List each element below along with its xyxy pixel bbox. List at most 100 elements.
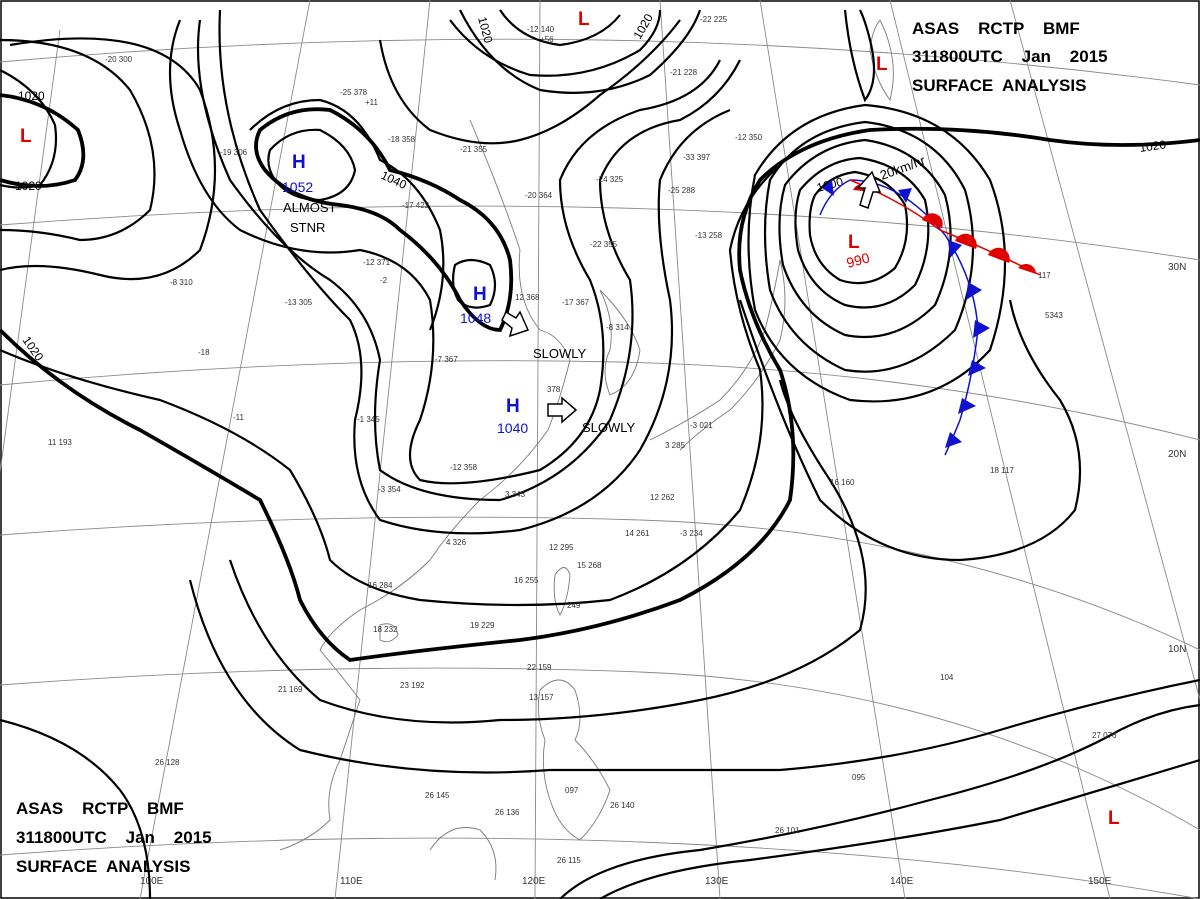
warm-front-line — [849, 179, 1041, 276]
station-plot: -17 422 — [402, 201, 430, 210]
meridian-90e — [0, 29, 61, 476]
lon-label-120e: 120E — [522, 876, 546, 887]
station-plot: 21 169 — [278, 685, 303, 694]
meridian-100e — [139, 0, 311, 899]
station-plot: 097 — [565, 786, 579, 795]
high-value: 1052 — [282, 179, 313, 195]
station-plot: -2 — [380, 276, 388, 285]
low-letter: L — [1108, 808, 1120, 829]
low-letter: L — [578, 9, 590, 30]
station-plot: +11 — [365, 98, 379, 107]
coast-sakhalin — [869, 19, 894, 102]
isobar — [559, 703, 1200, 899]
coast-korea — [599, 289, 641, 396]
station-plot: -8 310 — [170, 278, 193, 287]
isobar — [188, 579, 1200, 774]
station-plot: 104 — [940, 673, 954, 682]
station-plot: -22 225 — [700, 15, 728, 24]
isobar — [267, 128, 357, 202]
title-line-station: ASAS RCTP BMF — [912, 19, 1080, 38]
isobar — [843, 9, 876, 103]
cold-front-triangle — [968, 360, 986, 376]
station-plot: 18 117 — [990, 466, 1014, 475]
warm-front-semicircle — [1018, 264, 1036, 274]
cold-front-triangle — [898, 188, 912, 203]
lat-label-30n: 30N — [1168, 262, 1186, 273]
isobar-label: 1020 — [15, 179, 42, 193]
station-plot: 3 343 — [505, 490, 526, 499]
isobar — [168, 19, 721, 485]
station-plot: -8 314 — [606, 323, 629, 332]
cold-front-triangle — [966, 282, 982, 300]
low-letter: L — [848, 232, 860, 253]
isobar — [0, 164, 781, 607]
station-plot: 15 268 — [577, 561, 602, 570]
low-letter: L — [20, 126, 32, 147]
almost-stnr-label-line2: STNR — [290, 220, 325, 235]
station-plot: -12 358 — [450, 463, 478, 472]
station-plot: 4 326 — [446, 538, 467, 547]
station-plot: 12 368 — [515, 293, 540, 302]
station-plot: 378 — [547, 385, 561, 394]
lon-label-150e: 150E — [1088, 876, 1112, 887]
station-plot: +56 — [540, 35, 554, 44]
cold-front-triangle — [958, 398, 976, 414]
station-plot: 26 101 — [775, 826, 800, 835]
isobar — [599, 758, 1200, 899]
station-plot: -13 305 — [285, 298, 313, 307]
isobar — [0, 38, 156, 242]
title-line-type: SURFACE ANALYSIS — [912, 76, 1086, 95]
station-plot: 27 076 — [1092, 731, 1117, 740]
station-plot: -12 350 — [735, 133, 763, 142]
station-plot: 12 262 — [650, 493, 675, 502]
meridian-150e — [889, 0, 1111, 899]
station-plot: 12 295 — [549, 543, 574, 552]
station-plot: -3 021 — [690, 421, 713, 430]
isobar — [0, 69, 58, 189]
station-plot: -21 355 — [460, 145, 488, 154]
station-plot: -24 325 — [596, 175, 624, 184]
meridian-130e — [659, 0, 721, 899]
station-plot: -20 364 — [525, 191, 553, 200]
station-plot: 5343 — [1045, 311, 1063, 320]
station-plot: -25 288 — [668, 186, 696, 195]
coastlines — [279, 19, 894, 881]
isobar — [249, 98, 445, 331]
isobar-1020-west — [0, 93, 86, 188]
parallel-10s — [0, 837, 1200, 899]
isobar — [747, 103, 1007, 403]
lat-label-10n: 10N — [1168, 644, 1186, 655]
station-plot: -13 258 — [695, 231, 723, 240]
station-plot: -19 306 — [220, 148, 248, 157]
station-plots: -12 140 +56 -20 300 -25 378 +11 -18 358 … — [48, 15, 1117, 865]
station-plot: -21 228 — [670, 68, 698, 77]
parallel-40n — [0, 38, 1200, 86]
isobar-label: 1020 — [630, 11, 656, 41]
station-plot: -17 367 — [562, 298, 590, 307]
station-plot: -22 355 — [590, 240, 618, 249]
isobar-1040 — [254, 107, 514, 332]
station-plot: 249 — [567, 601, 581, 610]
station-plot: -20 300 — [105, 55, 133, 64]
high-letter: H — [506, 396, 520, 417]
cold-front-triangle — [822, 180, 834, 196]
isobar — [763, 120, 975, 373]
station-plot: 16 255 — [514, 576, 539, 585]
high-1048: H 1048 — [460, 284, 491, 326]
station-plot: 26 140 — [610, 801, 635, 810]
station-plot: 26 128 — [155, 758, 180, 767]
isobar — [0, 718, 152, 899]
title-block-bottom-left: ASAS RCTP BMF 311800UTC Jan 2015 SURFACE… — [16, 799, 212, 876]
parallel-10n — [0, 516, 1200, 651]
station-plot: 18 232 — [373, 625, 398, 634]
station-plot: -3 234 — [680, 529, 703, 538]
coast-china-east — [319, 119, 571, 651]
high-value: 1040 — [497, 420, 528, 436]
slowly-label: SLOWLY — [533, 346, 587, 361]
warm-front-semicircle — [955, 233, 977, 249]
warm-front-semicircle — [988, 247, 1010, 263]
isobar — [0, 37, 217, 281]
coast-taiwan — [553, 567, 571, 616]
low-southeast: L — [1108, 808, 1120, 829]
